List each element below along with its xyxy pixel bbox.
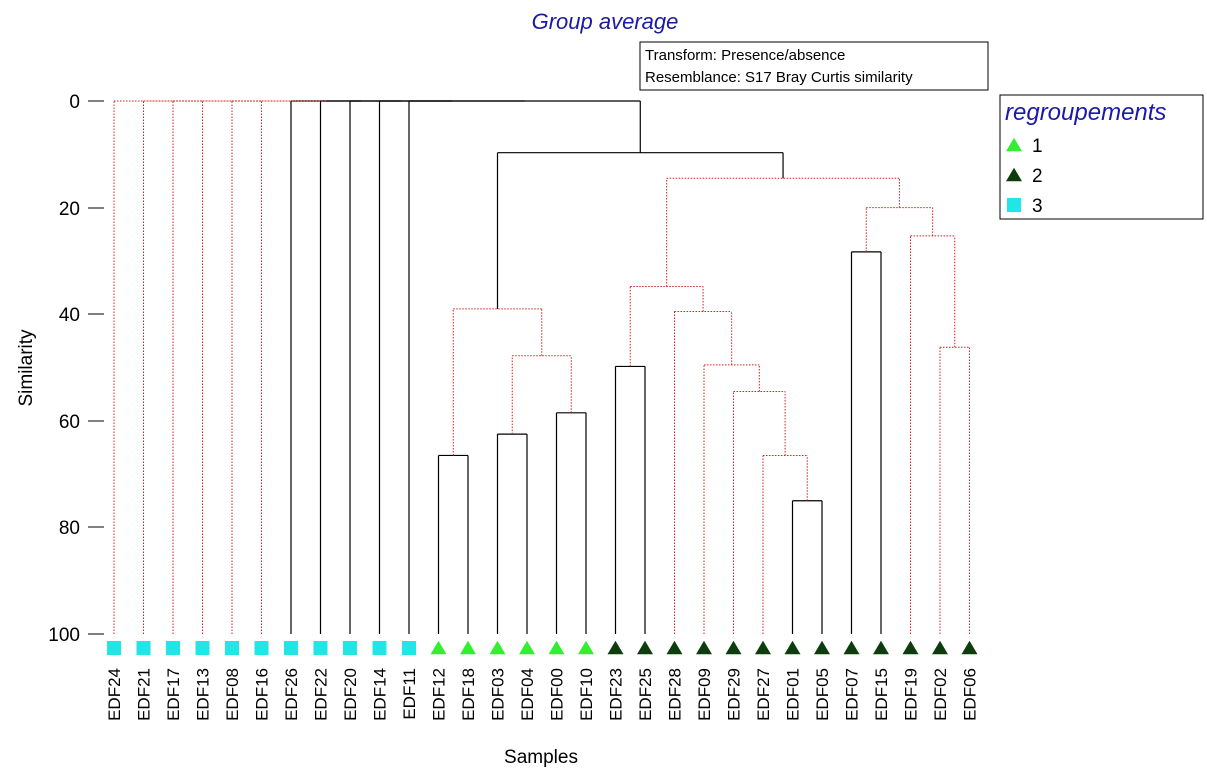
sample-marker-edf19 [902, 640, 919, 655]
sample-label-edf08: EDF08 [223, 668, 242, 721]
sample-marker-edf14 [372, 641, 387, 655]
sample-label-edf05: EDF05 [813, 668, 832, 721]
sample-marker-edf11 [402, 641, 416, 655]
sample-marker-edf27 [755, 640, 771, 655]
sample-label-edf06: EDF06 [961, 668, 980, 721]
y-tick-label-100: 100 [48, 625, 80, 646]
sample-marker-edf08 [225, 641, 239, 655]
legend-marker-3 [1007, 198, 1021, 212]
sample-marker-edf26 [284, 641, 298, 655]
sample-label-edf26: EDF26 [282, 668, 301, 721]
sample-label-edf15: EDF15 [872, 668, 891, 721]
sample-label-edf10: EDF10 [577, 668, 596, 721]
sample-label-edf18: EDF18 [459, 668, 478, 721]
y-tick-label-60: 60 [59, 412, 80, 433]
legend-label-2: 2 [1032, 166, 1043, 187]
sample-marker-edf10 [578, 640, 594, 655]
sample-label-edf13: EDF13 [194, 668, 213, 721]
sample-marker-edf09 [696, 640, 712, 655]
sample-marker-edf21 [136, 641, 151, 655]
info-transform: Transform: Presence/absence [645, 47, 845, 64]
sample-marker-edf01 [784, 640, 801, 655]
sample-marker-edf04 [519, 640, 535, 655]
y-axis: 0 20 40 60 80 100 Similarity [16, 92, 104, 646]
sample-label-edf02: EDF02 [931, 668, 950, 721]
y-tick-label-80: 80 [59, 518, 80, 539]
sample-label-edf12: EDF12 [430, 668, 449, 721]
legend-marker-2 [1006, 167, 1022, 182]
y-tick-label-20: 20 [59, 199, 80, 220]
sample-marker-edf22 [313, 641, 328, 655]
sample-marker-edf28 [666, 640, 683, 655]
sample-label-edf22: EDF22 [312, 668, 331, 721]
sample-label-edf14: EDF14 [371, 668, 390, 721]
sample-label-edf09: EDF09 [695, 668, 714, 721]
sample-label-edf16: EDF16 [253, 668, 272, 721]
sample-label-edf24: EDF24 [105, 668, 124, 721]
sample-marker-edf15 [873, 640, 889, 655]
chart-title: Group average [532, 9, 679, 34]
sample-label-edf23: EDF23 [607, 668, 626, 721]
sample-label-edf21: EDF21 [135, 668, 154, 721]
sample-marker-edf29 [725, 640, 742, 655]
sample-label-edf19: EDF19 [902, 668, 921, 721]
sample-label-edf20: EDF20 [341, 668, 360, 721]
y-tick-label-0: 0 [69, 92, 80, 113]
sample-labels: EDF24 EDF21 EDF17 EDF13 EDF08 EDF16 EDF26 EDF22… [105, 668, 980, 721]
sample-label-edf07: EDF07 [843, 668, 862, 721]
sample-marker-edf25 [637, 640, 653, 655]
legend-title: regroupements [1005, 99, 1166, 126]
sample-marker-edf16 [254, 641, 269, 655]
dendrogram-links [113, 100, 970, 634]
sample-marker-edf06 [961, 640, 978, 655]
sample-label-edf11: EDF11 [400, 668, 419, 720]
y-axis-label: Similarity [16, 329, 37, 407]
sample-marker-edf05 [814, 640, 830, 655]
sample-label-edf27: EDF27 [754, 668, 773, 721]
y-tick-label-40: 40 [59, 305, 80, 326]
info-resemblance: Resemblance: S17 Bray Curtis similarity [645, 69, 913, 86]
sample-label-edf28: EDF28 [666, 668, 685, 721]
sample-label-edf17: EDF17 [164, 668, 183, 721]
sample-marker-edf17 [166, 641, 180, 655]
sample-marker-edf23 [607, 640, 624, 655]
legend: regroupements 1 2 3 [999, 94, 1204, 220]
sample-markers [107, 640, 978, 655]
sample-label-edf04: EDF04 [518, 668, 537, 721]
info-box: Transform: Presence/absence Resemblance:… [639, 41, 989, 91]
legend-entries: 1 2 3 [1006, 136, 1043, 217]
sample-marker-edf00 [548, 640, 565, 655]
sample-marker-edf12 [430, 640, 447, 655]
info-box-frame [639, 41, 989, 91]
sample-label-edf25: EDF25 [636, 668, 655, 721]
sample-label-edf29: EDF29 [725, 668, 744, 721]
legend-marker-1 [1006, 137, 1022, 152]
sample-label-edf00: EDF00 [548, 668, 567, 721]
sample-marker-edf13 [195, 641, 210, 655]
legend-label-1: 1 [1032, 136, 1043, 157]
sample-marker-edf02 [932, 640, 948, 655]
sample-marker-edf20 [343, 641, 357, 655]
sample-marker-edf03 [489, 640, 506, 655]
legend-frame [999, 94, 1204, 220]
legend-label-3: 3 [1032, 196, 1043, 217]
sample-label-edf03: EDF03 [489, 668, 508, 721]
sample-marker-edf07 [843, 640, 860, 655]
x-axis-label: Samples [504, 747, 578, 768]
sample-label-edf01: EDF01 [784, 668, 803, 721]
sample-marker-edf24 [107, 641, 121, 655]
sample-marker-edf18 [460, 640, 476, 655]
